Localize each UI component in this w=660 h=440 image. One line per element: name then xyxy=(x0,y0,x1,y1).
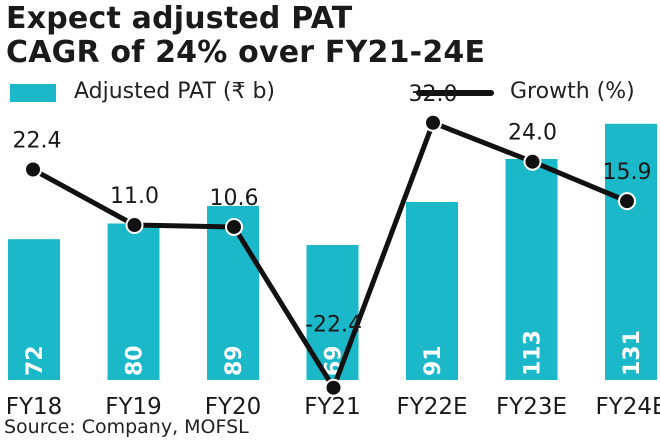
growth-marker-fy18 xyxy=(24,160,42,179)
bar-label-fy23e: 113 xyxy=(521,330,546,376)
growth-label-fy19: 11.0 xyxy=(110,184,159,209)
x-tick-fy20: FY20 xyxy=(205,394,262,420)
bar-label-fy22e: 91 xyxy=(421,345,446,376)
bar-fy19 xyxy=(107,223,160,380)
source-note: Source: Company, MOFSL xyxy=(4,416,249,438)
x-tick-fy24e: FY24E xyxy=(595,394,660,420)
bar-fy18 xyxy=(8,239,60,380)
growth-marker-fy20 xyxy=(225,217,243,236)
chart-title: Expect adjusted PAT CAGR of 24% over FY2… xyxy=(6,2,485,70)
growth-marker-fy22e xyxy=(424,113,442,132)
bar-fy23e xyxy=(505,158,558,380)
bar-fy22e xyxy=(406,202,458,380)
legend-swatch-bar xyxy=(10,84,56,102)
growth-label-fy24e: 15.9 xyxy=(603,160,652,185)
bar-fy24e xyxy=(605,123,657,380)
growth-label-fy22e: 32.0 xyxy=(409,82,458,107)
bar-series xyxy=(8,123,657,380)
legend-label-adjusted-pat: Adjusted PAT (₹ b) xyxy=(74,79,276,104)
legend-swatch-line xyxy=(416,90,494,96)
x-tick-fy22e: FY22E xyxy=(396,394,467,420)
x-tick-fy18: FY18 xyxy=(6,394,63,420)
chart-title-line-1: Expect adjusted PAT xyxy=(6,1,353,36)
growth-label-fy23e: 24.0 xyxy=(508,121,557,146)
growth-marker-fy23e xyxy=(523,152,542,171)
growth-marker-fy24e xyxy=(618,192,636,211)
x-axis-tick-labels: FY18 FY19 FY20 FY21 FY22E FY23E FY24E xyxy=(6,394,660,420)
growth-label-fy20: 10.6 xyxy=(210,186,259,211)
growth-label-fy18: 22.4 xyxy=(13,129,62,154)
growth-marker-fy19 xyxy=(125,216,144,235)
bar-label-fy24e: 131 xyxy=(620,330,645,376)
bar-label-fy20: 89 xyxy=(222,345,247,376)
x-tick-fy23e: FY23E xyxy=(496,394,567,420)
x-tick-fy19: FY19 xyxy=(105,394,162,420)
bar-label-fy19: 80 xyxy=(123,345,148,376)
bar-label-fy18: 72 xyxy=(23,345,48,376)
growth-markers xyxy=(24,113,636,397)
growth-value-labels: 22.4 11.0 10.6 -22.4 32.0 24.0 15.9 xyxy=(13,82,652,338)
chart-title-line-2: CAGR of 24% over FY21-24E xyxy=(6,35,486,70)
growth-marker-fy21 xyxy=(324,378,343,397)
x-tick-fy21: FY21 xyxy=(304,394,361,420)
legend-label-growth: Growth (%) xyxy=(510,79,635,104)
growth-label-fy21: -22.4 xyxy=(305,313,362,338)
